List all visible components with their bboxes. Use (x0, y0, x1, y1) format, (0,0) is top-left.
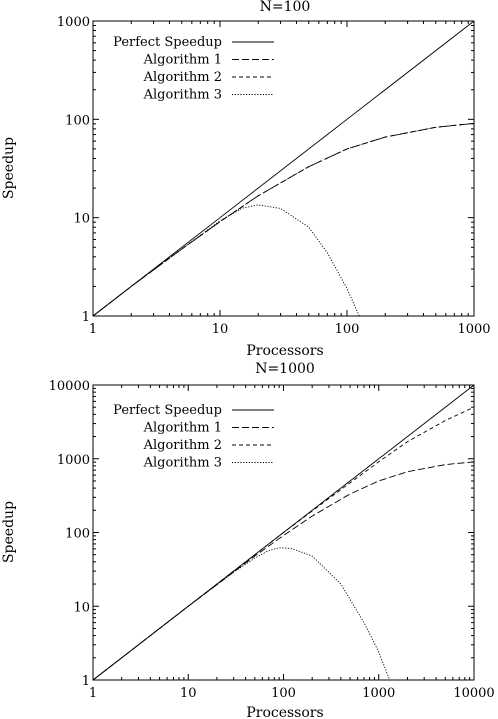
x-tick-label: 100 (271, 686, 296, 701)
legend-label: Algorithm 3 (143, 88, 222, 103)
plot-frame (92, 20, 475, 317)
legend-label: Algorithm 3 (143, 456, 222, 471)
y-tick-label: 10 (73, 212, 90, 227)
series-group (93, 385, 474, 680)
x-tick-label: 1000 (457, 322, 490, 337)
x-tick-label: 10 (212, 322, 229, 337)
series-line-perfect-speedup (93, 21, 474, 316)
x-axis-label: Processors (246, 705, 323, 719)
series-line-algorithm-3 (93, 204, 360, 316)
y-tick-label: 10000 (49, 379, 90, 394)
legend-label: Algorithm 2 (143, 438, 222, 453)
chart-title: N=1000 (255, 361, 315, 377)
chart-title: N=100 (260, 0, 311, 15)
x-tick-label: 10 (180, 686, 197, 701)
legend-label: Algorithm 2 (143, 70, 222, 85)
y-tick-label: 1000 (57, 15, 90, 30)
y-axis-label: Speedup (1, 137, 17, 199)
y-tick-label: 1 (82, 674, 90, 689)
series-group (93, 21, 474, 316)
x-tick-label: 100 (335, 322, 360, 337)
series-line-algorithm-3 (93, 547, 391, 680)
legend: Perfect Speedup Algorithm 1 Algorithm 2 Alg… (113, 35, 274, 103)
y-axis-label: Speedup (1, 501, 17, 563)
chart-n100: N=100 1 10 100 1000 1 10 100 1000 Perfect Speed… (1, 0, 491, 359)
series-line-algorithm-2 (93, 122, 474, 316)
legend-label: Algorithm 1 (143, 53, 222, 68)
y-tick-label: 100 (65, 113, 90, 128)
legend-label: Algorithm 1 (143, 421, 222, 436)
y-tick-label: 1000 (57, 453, 90, 468)
x-tick-label: 1 (89, 322, 97, 337)
legend: Perfect Speedup Algorithm 1 Algorithm 2 Alg… (113, 403, 274, 471)
x-tick-label: 1 (89, 686, 97, 701)
y-tick-label: 10 (73, 600, 90, 615)
x-axis-label: Processors (246, 343, 323, 359)
tick-group: 1 10 100 1000 1 10 100 1000 (57, 15, 491, 337)
series-line-algorithm-1 (93, 461, 474, 680)
x-tick-label: 1000 (362, 686, 395, 701)
tick-group: 1 10 100 1000 10000 1 10 100 1000 10000 (49, 379, 495, 701)
chart-n1000: N=1000 1 10 100 1000 10000 1 10 100 1000 10000 Pe… (1, 361, 495, 719)
series-line-algorithm-1 (93, 122, 474, 316)
legend-label: Perfect Speedup (113, 35, 222, 50)
y-tick-label: 100 (65, 527, 90, 542)
x-tick-label: 10000 (453, 686, 494, 701)
legend-label: Perfect Speedup (113, 403, 222, 418)
y-tick-label: 1 (82, 310, 90, 325)
